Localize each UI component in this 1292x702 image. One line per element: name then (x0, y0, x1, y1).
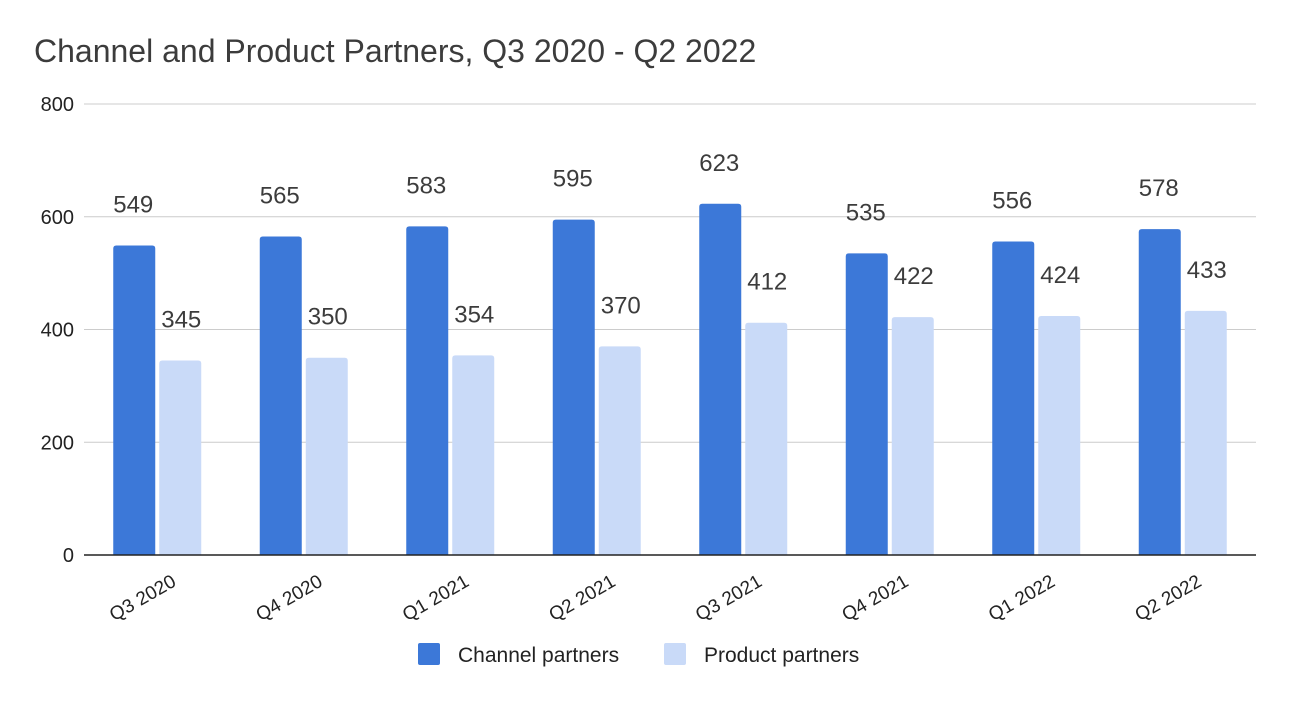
data-label-channel-partners-q4-2020: 565 (260, 182, 300, 209)
bar-channel-partners-q4-2020 (259, 236, 302, 555)
bar-channel-partners-q2-2021 (552, 219, 595, 555)
x-tick-label-q4-2021: Q4 2021 (839, 571, 913, 626)
bars (113, 203, 1227, 556)
bar-product-partners-q3-2020 (159, 360, 202, 555)
bar-product-partners-q4-2020 (305, 357, 348, 555)
y-tick-label-200: 200 (41, 432, 74, 454)
bar-product-partners-q2-2022 (1184, 310, 1227, 555)
bar-product-partners-q4-2021 (891, 317, 934, 555)
bar-product-partners-q1-2022 (1038, 315, 1081, 555)
bar-channel-partners-q1-2022 (992, 241, 1035, 555)
bar-product-partners-q1-2021 (452, 355, 495, 555)
x-tick-label-q3-2020: Q3 2020 (106, 571, 180, 626)
bar-channel-partners-q2-2022 (1138, 229, 1181, 555)
data-label-product-partners-q3-2021: 412 (747, 269, 787, 296)
bar-channel-partners-q4-2021 (845, 253, 888, 556)
data-label-channel-partners-q1-2021: 583 (406, 172, 446, 199)
data-label-product-partners-q2-2021: 370 (601, 292, 641, 319)
bar-channel-partners-q1-2021 (406, 226, 449, 556)
data-label-product-partners-q2-2022: 433 (1187, 257, 1227, 284)
x-tick-label-q4-2020: Q4 2020 (253, 571, 327, 626)
data-labels: 549 345 565 350 583 354 595 370 623 412 535 422 556 4… (113, 150, 1227, 334)
x-tick-label-q2-2022: Q2 2022 (1132, 571, 1206, 626)
bar-product-partners-q2-2021 (598, 346, 641, 555)
data-label-channel-partners-q1-2022: 556 (992, 188, 1032, 215)
chart-title: Channel and Product Partners, Q3 2020 - … (34, 33, 756, 69)
x-tick-label-q3-2021: Q3 2021 (692, 571, 766, 626)
y-tick-label-800: 800 (41, 94, 74, 116)
data-label-channel-partners-q2-2021: 595 (553, 166, 593, 193)
data-label-channel-partners-q2-2022: 578 (1139, 175, 1179, 202)
data-label-channel-partners-q4-2021: 535 (846, 199, 886, 226)
legend-swatch-product-partners (664, 643, 686, 665)
data-label-product-partners-q1-2021: 354 (454, 301, 494, 328)
y-tick-label-400: 400 (41, 320, 74, 342)
data-label-product-partners-q4-2021: 422 (894, 263, 934, 290)
data-label-product-partners-q4-2020: 350 (308, 304, 348, 331)
legend-label-product-partners: Product partners (704, 644, 859, 667)
y-tick-label-600: 600 (41, 207, 74, 229)
legend-swatch-channel-partners (418, 643, 440, 665)
bar-channel-partners-q3-2021 (699, 203, 742, 555)
x-tick-label-q1-2022: Q1 2022 (985, 571, 1059, 626)
y-tick-label-0: 0 (63, 545, 74, 567)
legend-label-channel-partners: Channel partners (458, 644, 619, 667)
data-label-product-partners-q3-2020: 345 (161, 307, 201, 334)
data-label-channel-partners-q3-2021: 623 (699, 150, 739, 177)
x-tick-label-q2-2021: Q2 2021 (546, 571, 620, 626)
legend: Channel partners Product partners (418, 643, 859, 667)
x-tick-label-q1-2021: Q1 2021 (399, 571, 473, 626)
data-label-channel-partners-q3-2020: 549 (113, 192, 153, 219)
bar-product-partners-q3-2021 (745, 322, 788, 555)
data-label-product-partners-q1-2022: 424 (1040, 262, 1080, 289)
bar-channel-partners-q3-2020 (113, 245, 156, 555)
